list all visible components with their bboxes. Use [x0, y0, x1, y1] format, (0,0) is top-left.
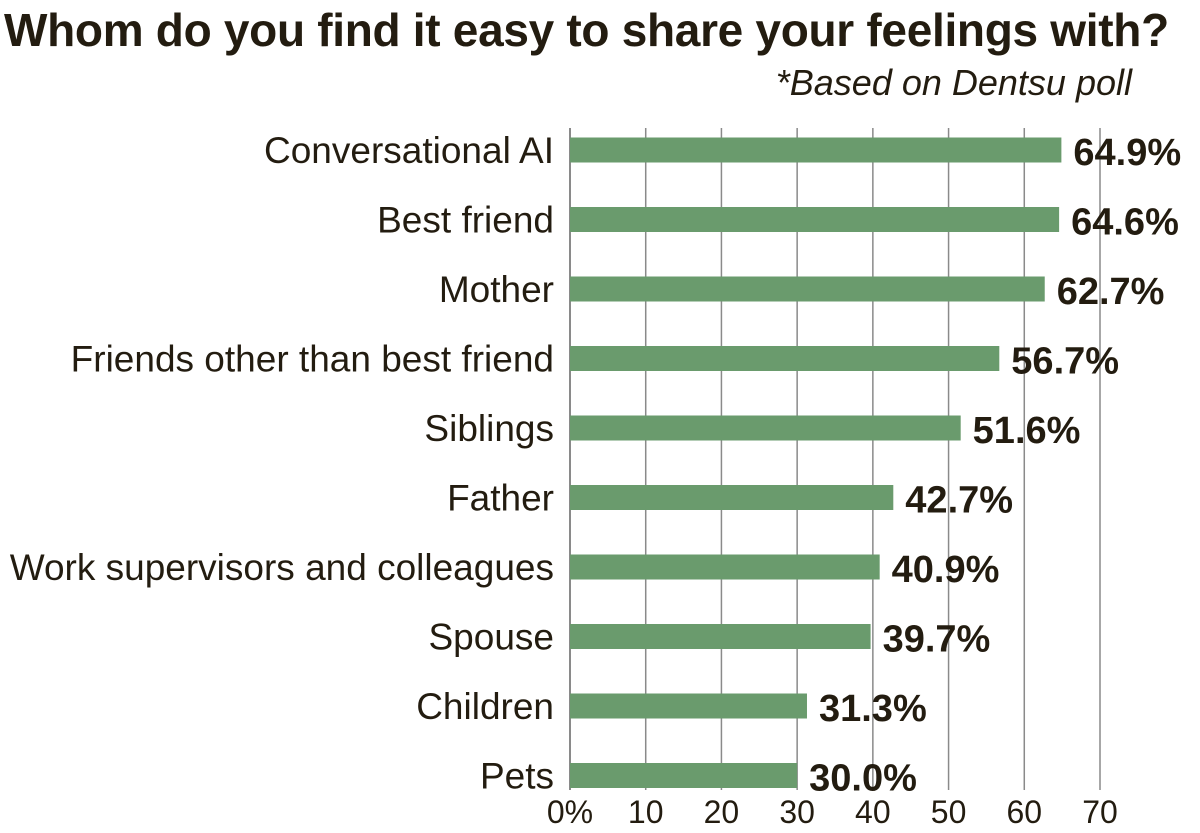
category-label: Friends other than best friend	[71, 339, 554, 380]
value-label: 62.7%	[1057, 271, 1165, 313]
value-label: 64.9%	[1073, 132, 1181, 174]
value-label: 30.0%	[809, 758, 917, 800]
value-label: 42.7%	[905, 480, 1013, 522]
value-label: 64.6%	[1071, 202, 1179, 244]
bar	[570, 554, 880, 580]
x-tick-label: 60	[1006, 794, 1042, 830]
category-label: Father	[447, 478, 554, 519]
bar	[570, 276, 1045, 302]
chart-title: Whom do you find it easy to share your f…	[4, 4, 1169, 56]
bar	[570, 346, 1000, 371]
x-tick-label: 30	[779, 794, 815, 830]
value-label: 51.6%	[973, 410, 1081, 452]
category-label: Pets	[480, 756, 554, 797]
category-label: Children	[416, 686, 554, 727]
x-tick-label: 70	[1082, 794, 1118, 830]
value-label: 39.7%	[883, 619, 991, 661]
x-tick-label: 50	[931, 794, 967, 830]
value-label: 56.7%	[1011, 341, 1119, 383]
category-label: Best friend	[377, 200, 554, 241]
bar	[570, 207, 1060, 232]
category-label: Conversational AI	[264, 130, 554, 171]
x-tick-label: 10	[628, 794, 664, 830]
bar	[570, 485, 894, 510]
value-label: 31.3%	[819, 688, 927, 730]
bar	[570, 693, 807, 719]
value-label: 40.9%	[892, 549, 1000, 591]
category-label: Spouse	[429, 617, 555, 658]
x-tick-label: 0%	[547, 794, 593, 830]
x-tick-label: 20	[704, 794, 740, 830]
bar	[570, 415, 961, 441]
bar	[570, 137, 1062, 163]
category-label: Siblings	[424, 408, 554, 449]
bar	[570, 624, 871, 649]
bar	[570, 763, 798, 788]
category-label: Work supervisors and colleagues	[10, 547, 554, 588]
category-label: Mother	[439, 269, 554, 310]
source-note: *Based on Dentsu poll	[775, 62, 1132, 103]
x-tick-label: 40	[855, 794, 891, 830]
